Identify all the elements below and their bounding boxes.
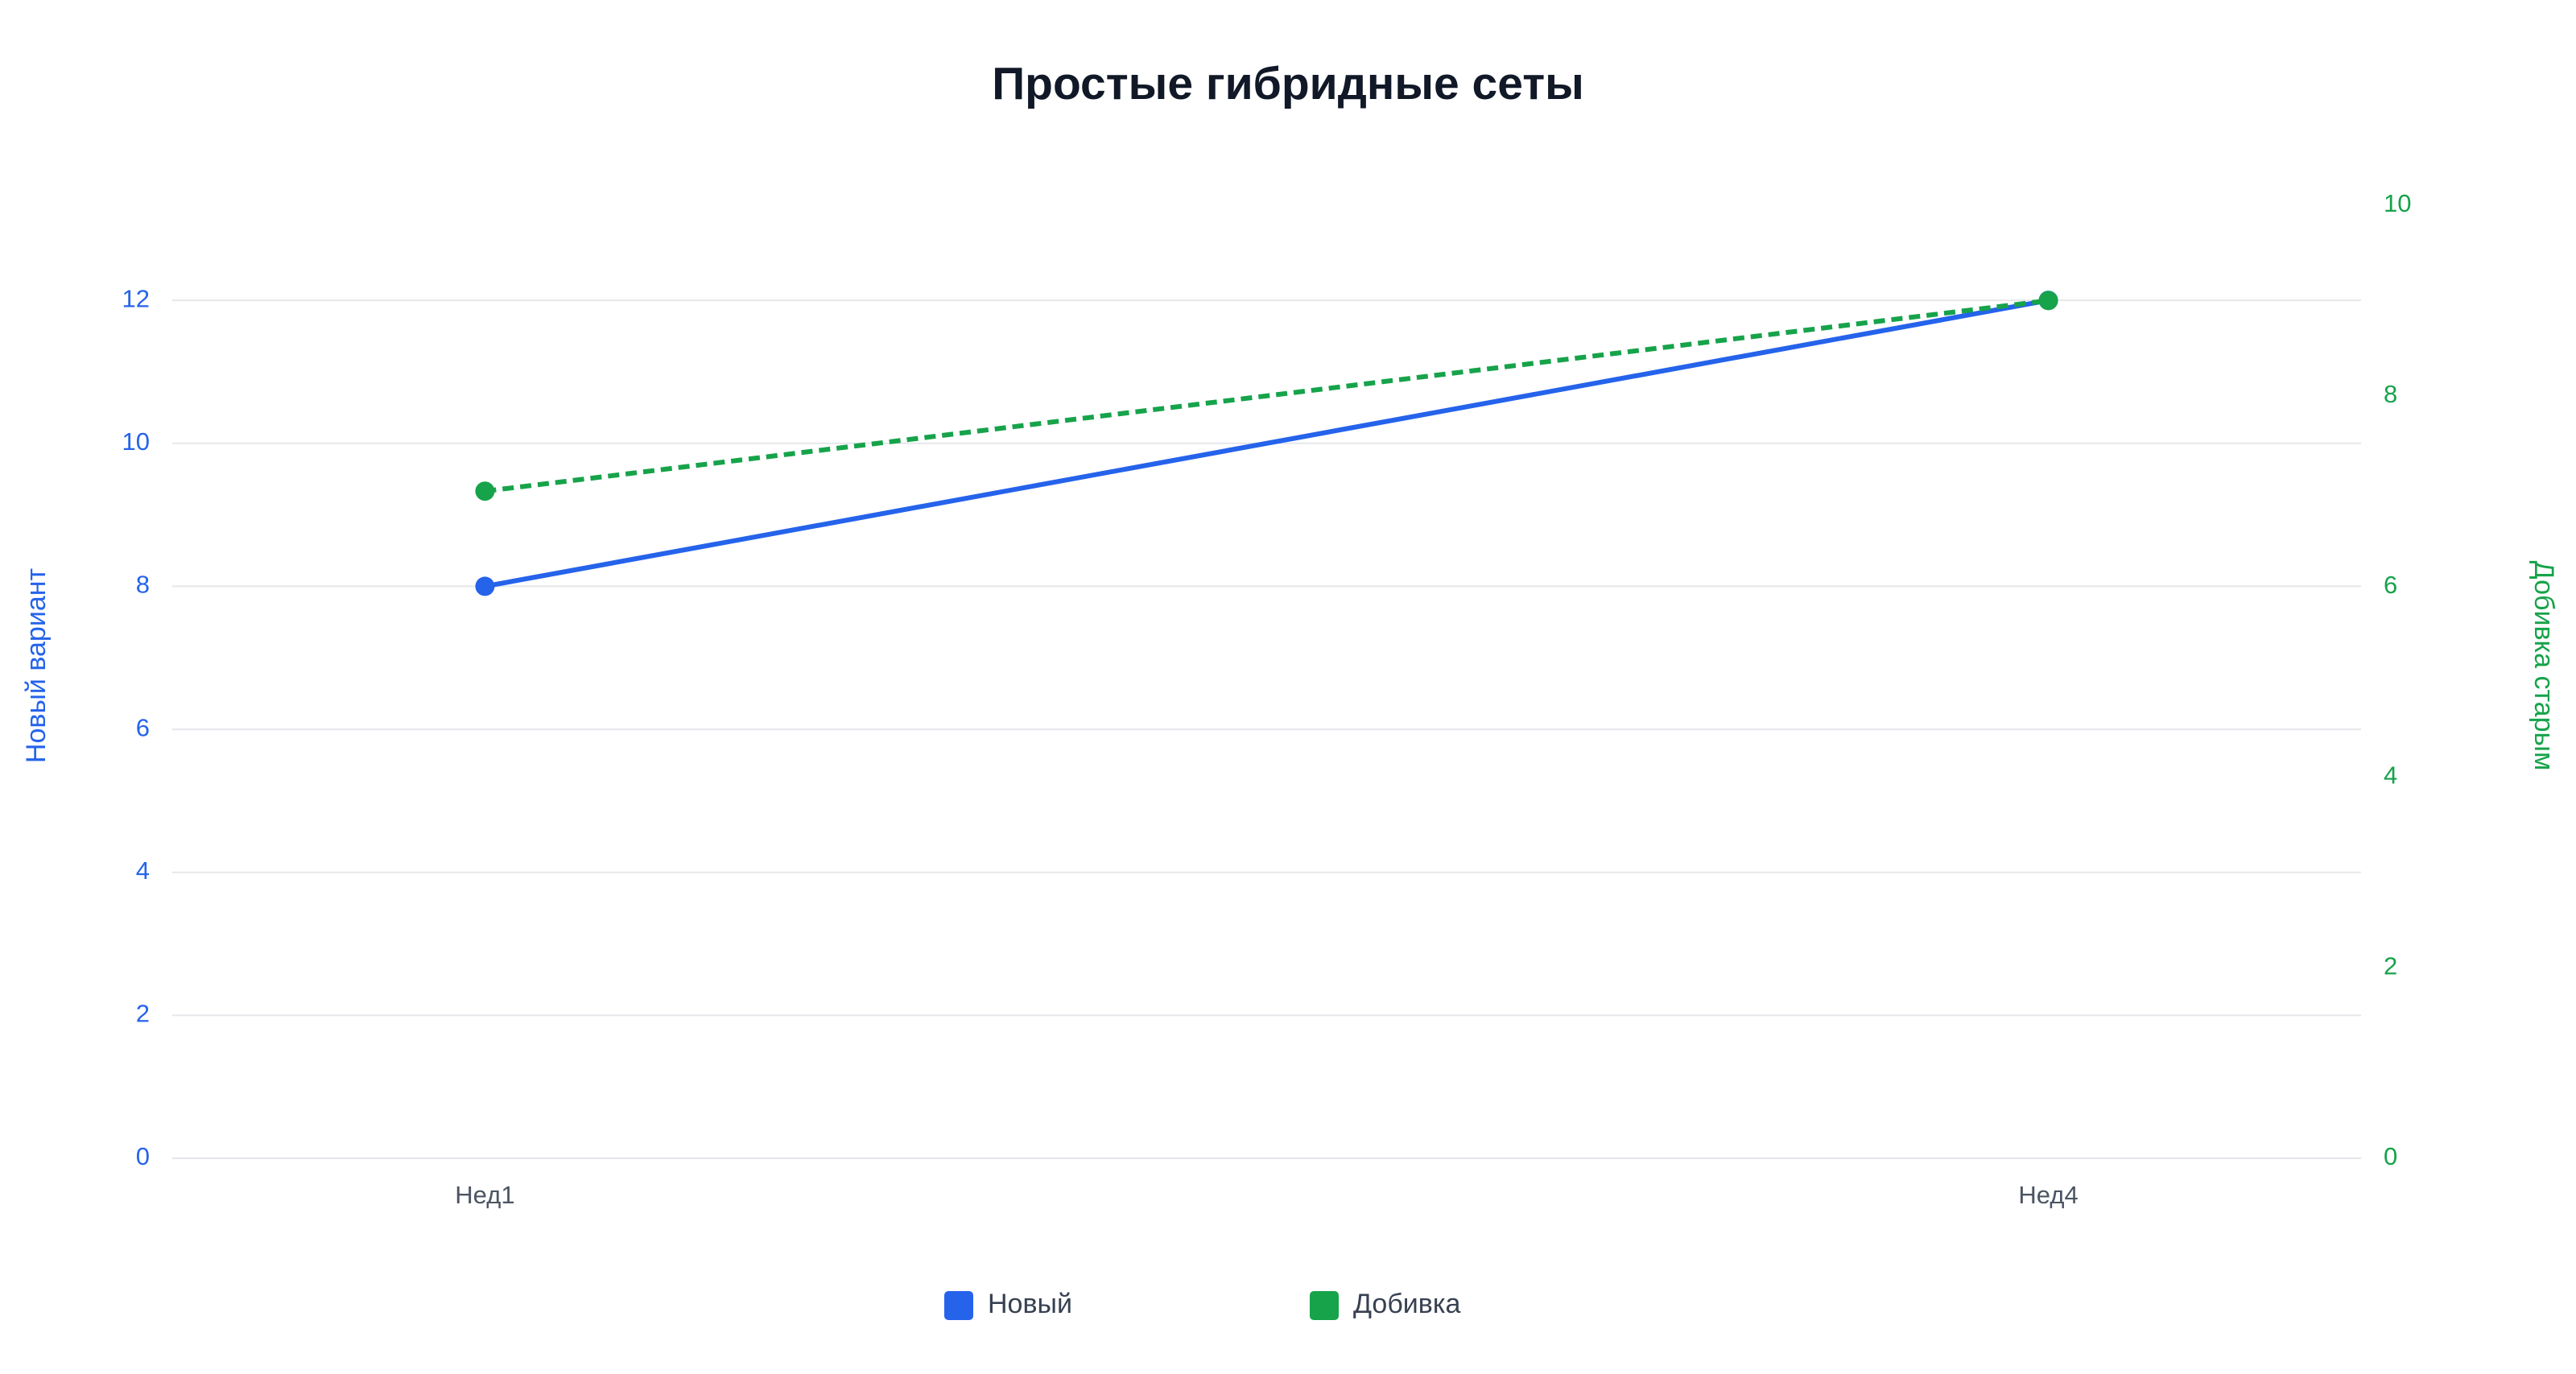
y2-tick-label: 10 bbox=[2384, 189, 2411, 217]
y2-tick-label: 6 bbox=[2384, 571, 2397, 599]
y-tick-label: 2 bbox=[136, 1000, 150, 1028]
y2-tick-label: 4 bbox=[2384, 761, 2397, 790]
legend-swatch bbox=[1310, 1291, 1339, 1320]
data-point bbox=[475, 481, 495, 501]
y-tick-label: 4 bbox=[136, 856, 150, 885]
series-line bbox=[485, 298, 2049, 494]
y-tick-label: 0 bbox=[136, 1142, 150, 1170]
legend-label: Добивка bbox=[1353, 1289, 1460, 1319]
chart-title: Простые гибридные сеты bbox=[992, 58, 1584, 109]
y-tick-label: 8 bbox=[136, 571, 150, 599]
x-tick-label: Нед4 bbox=[2018, 1181, 2078, 1209]
series-line bbox=[484, 298, 2050, 589]
y-axis-title: Новый вариант bbox=[21, 568, 52, 763]
legend-label: Новый bbox=[988, 1289, 1072, 1319]
y2-tick-label: 2 bbox=[2384, 951, 2397, 980]
y-tick-label: 10 bbox=[122, 427, 150, 456]
data-point bbox=[2038, 291, 2058, 311]
data-point bbox=[475, 576, 495, 596]
legend-swatch bbox=[944, 1291, 973, 1320]
y-tick-label: 6 bbox=[136, 713, 150, 741]
y2-tick-label: 0 bbox=[2384, 1142, 2397, 1170]
y2-axis-title: Добивка старым bbox=[2529, 561, 2559, 771]
y-tick-label: 12 bbox=[122, 284, 150, 312]
x-tick-label: Нед1 bbox=[455, 1181, 514, 1209]
y2-tick-label: 8 bbox=[2384, 380, 2397, 408]
